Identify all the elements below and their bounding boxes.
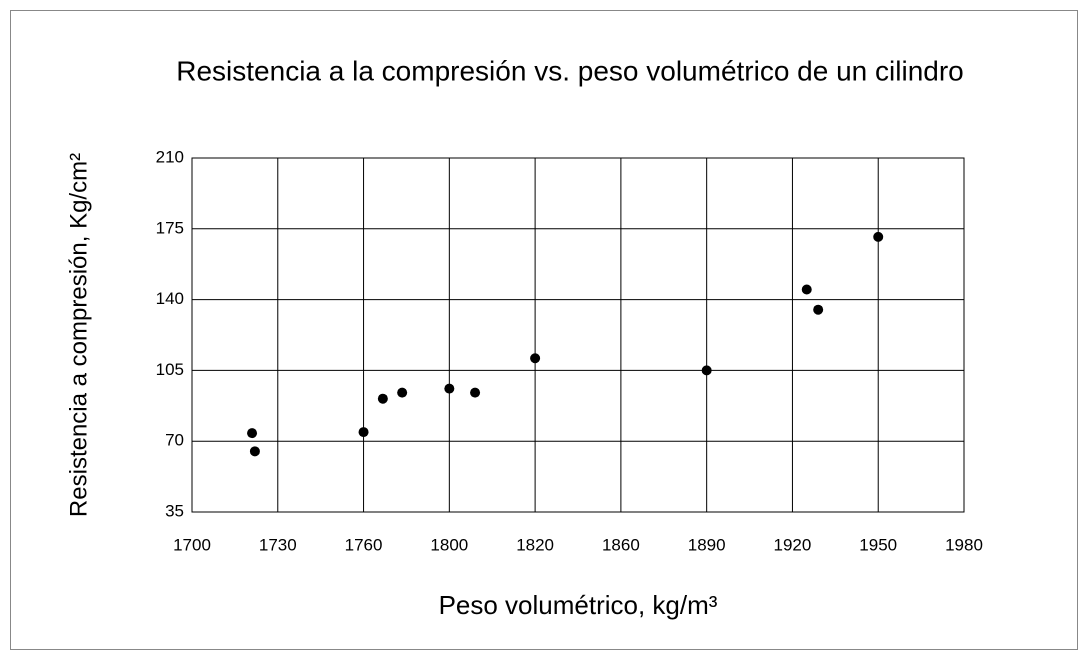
point	[358, 427, 369, 438]
plot-border	[191, 157, 965, 513]
x-tick-label: 1980	[945, 535, 983, 554]
x-tick-label: 1760	[345, 535, 383, 554]
x-tick-label: 1860	[602, 535, 640, 554]
point	[444, 383, 455, 394]
point	[873, 231, 884, 242]
point	[470, 387, 481, 398]
x-axis-label: Peso volumétrico, kg/m³	[439, 590, 718, 620]
x-tick-label: 1700	[173, 535, 211, 554]
point	[813, 304, 824, 315]
point	[249, 446, 260, 457]
y-tick-label: 210	[156, 147, 184, 166]
x-tick-label: 1730	[259, 535, 297, 554]
y-tick-label: 70	[165, 431, 184, 450]
x-tick-label: 1950	[859, 535, 897, 554]
x-tick-label: 1820	[516, 535, 554, 554]
y-tick-label: 140	[156, 289, 184, 308]
y-tick-label: 35	[165, 501, 184, 520]
point	[701, 365, 712, 376]
point	[801, 284, 812, 295]
frame	[10, 10, 1078, 650]
point	[530, 353, 541, 364]
chart-title: Resistencia a la compresión vs. peso vol…	[176, 55, 964, 86]
x-tick-label: 1800	[430, 535, 468, 554]
point	[247, 428, 258, 439]
point	[377, 393, 388, 404]
y-axis-label: Resistencia a compresión, Kg/cm²	[65, 153, 92, 517]
x-tick-label: 1890	[688, 535, 726, 554]
x-tick-label: 1920	[774, 535, 812, 554]
y-tick-label: 175	[156, 218, 184, 237]
point	[397, 387, 408, 398]
y-tick-label: 105	[156, 360, 184, 379]
